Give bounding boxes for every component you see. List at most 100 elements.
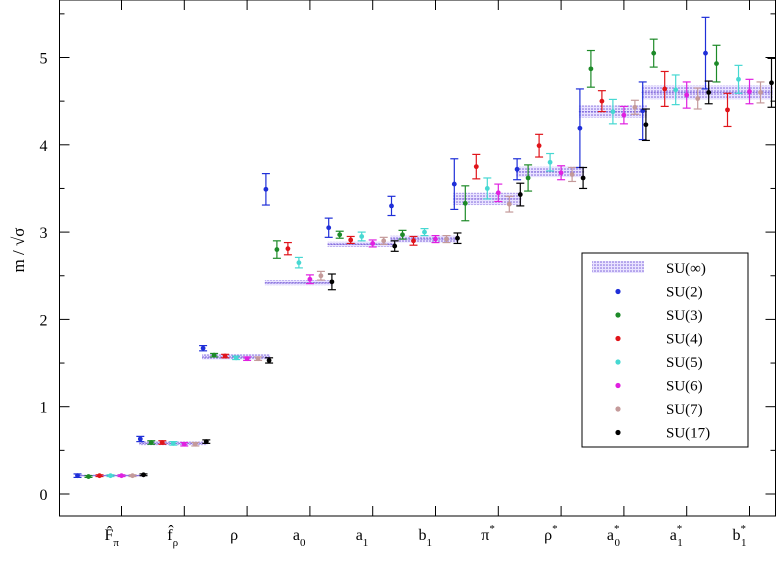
x-tick-base: a — [356, 527, 363, 544]
data-point — [736, 76, 741, 82]
data-point — [444, 236, 449, 242]
x-tick-labels: F̂π f̂ρ ρ a0 a1 b1 π* ρ* a* 0 a* 1 b* 1 — [105, 523, 747, 549]
data-point — [400, 232, 405, 238]
x-tick-base: b — [733, 527, 741, 544]
legend-label: SU(7) — [666, 402, 703, 418]
x-tick-label: ρ* — [544, 523, 557, 544]
data-point — [651, 50, 657, 56]
x-tick-base: a — [293, 527, 300, 544]
x-tick-base: f̂ — [167, 524, 174, 544]
data-point — [222, 353, 228, 359]
data-point — [244, 356, 250, 362]
data-point — [747, 89, 752, 94]
legend-label: SU(3) — [666, 308, 703, 324]
data-point — [211, 352, 217, 358]
data-point — [714, 61, 719, 67]
x-tick-label: a0 — [293, 527, 306, 549]
data-point — [192, 441, 198, 447]
data-point — [643, 122, 649, 128]
y-tick-label: 0 — [40, 487, 48, 504]
legend-label: SU(2) — [666, 285, 703, 301]
data-point — [577, 125, 583, 131]
data-point — [725, 107, 730, 113]
data-point — [525, 175, 531, 181]
data-point — [569, 172, 575, 177]
data-point — [588, 66, 594, 72]
data-point — [389, 203, 394, 209]
data-point — [558, 170, 564, 176]
x-tick-label: ρ — [230, 527, 238, 544]
x-tick-superscript: * — [489, 523, 495, 535]
data-point — [517, 192, 523, 197]
data-point — [233, 355, 239, 361]
x-tick-label: f̂ρ — [167, 524, 178, 549]
legend-box — [581, 252, 749, 448]
data-point — [266, 358, 272, 363]
legend-label-band: SU(∞) — [666, 261, 706, 277]
data-point — [137, 436, 143, 442]
data-point — [621, 112, 627, 118]
data-point — [348, 237, 354, 243]
x-tick-label: F̂π — [105, 525, 120, 549]
data-point — [255, 356, 261, 362]
data-point — [329, 279, 335, 285]
data-point — [473, 164, 479, 170]
data-point — [130, 473, 135, 479]
x-tick-subscript: 1 — [741, 537, 747, 549]
data-point — [599, 98, 605, 104]
data-point — [141, 472, 146, 478]
data-point — [422, 229, 427, 235]
plot-frame — [59, 0, 776, 517]
data-point — [455, 235, 460, 241]
legend-marker — [615, 359, 621, 365]
x-tick-subscript: 0 — [615, 537, 621, 549]
data-point — [307, 276, 313, 282]
x-tick-superscript: * — [552, 523, 558, 535]
x-tick-subscript: 1 — [427, 537, 433, 549]
data-point — [536, 143, 542, 149]
data-point — [433, 236, 438, 242]
y-tick-label: 2 — [40, 312, 48, 329]
data-point — [97, 473, 102, 479]
data-point — [326, 225, 332, 231]
data-point — [462, 200, 468, 206]
x-tick-label: b* 1 — [733, 523, 747, 549]
data-point — [610, 109, 616, 115]
x-tick-subscript: π — [113, 537, 119, 549]
data-point — [411, 238, 416, 244]
data-point — [86, 474, 91, 479]
x-tick-subscript: 0 — [300, 537, 306, 549]
data-point — [75, 473, 80, 479]
data-point — [695, 96, 701, 101]
y-axis-title: m / √σ — [9, 228, 28, 273]
data-point — [769, 80, 774, 86]
data-point — [495, 190, 501, 196]
data-point — [706, 90, 712, 95]
y-tick-labels: 0 1 2 3 4 5 — [40, 51, 48, 505]
data-points — [73, 16, 776, 479]
x-tick-base: a — [670, 527, 677, 544]
x-tick-label: a1 — [356, 527, 369, 549]
x-tick-base: ρ — [544, 527, 552, 544]
data-point — [451, 181, 457, 187]
data-point — [108, 473, 113, 479]
data-point — [662, 86, 668, 92]
data-point — [381, 238, 387, 244]
x-tick-superscript: * — [614, 523, 620, 535]
data-point — [484, 186, 490, 191]
x-tick-label: π* — [481, 523, 495, 544]
data-point — [159, 440, 165, 445]
data-point — [170, 440, 176, 446]
y-tick-label: 3 — [40, 225, 48, 242]
x-tick-base: F̂ — [105, 525, 114, 544]
data-point — [703, 50, 708, 56]
axis-ticks — [59, 0, 776, 516]
data-point — [285, 246, 291, 252]
legend-label: SU(6) — [666, 379, 703, 395]
x-tick-label: b1 — [419, 527, 433, 549]
legend-marker — [615, 382, 621, 389]
x-tick-label: a* 1 — [670, 523, 683, 549]
x-tick-subscript: ρ — [173, 537, 179, 549]
data-point — [148, 440, 154, 445]
